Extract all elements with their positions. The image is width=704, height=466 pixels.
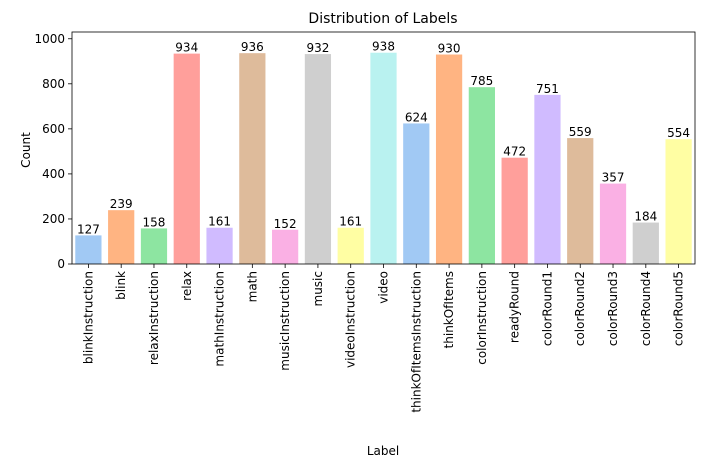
y-tick-label: 200: [42, 212, 65, 226]
bar-value-label: 357: [602, 171, 625, 185]
bar-value-label: 930: [438, 42, 461, 56]
y-axis-label: Count: [19, 132, 33, 168]
bar-math: [239, 53, 266, 264]
bar-value-label: 554: [667, 126, 690, 140]
y-tick-label: 0: [57, 257, 65, 271]
bar-value-label: 624: [405, 110, 428, 124]
x-tick-label: video: [377, 271, 391, 304]
y-tick-label: 1000: [34, 32, 65, 46]
bar-value-label: 161: [208, 215, 231, 229]
x-tick-label: thinkOfItems: [442, 271, 456, 348]
x-tick-label: colorRound2: [573, 271, 587, 346]
x-tick-label: musicInstruction: [278, 271, 292, 371]
bar-colorInstruction: [468, 87, 495, 264]
bars-group: [75, 52, 692, 265]
x-tick-label: colorRound4: [639, 271, 653, 346]
x-tick-label: colorRound5: [672, 271, 686, 346]
x-tick-label: colorRound1: [540, 271, 554, 346]
plot-frame: [71, 31, 696, 265]
bar-value-label: 152: [274, 217, 297, 231]
bar-music: [304, 54, 332, 264]
x-axis-ticks: blinkInstruction blink relaxInstruction rel…: [81, 264, 686, 413]
x-tick-label: colorRound3: [606, 271, 620, 346]
bar-value-label: 472: [503, 145, 526, 159]
x-tick-label: thinkOfItemsInstruction: [409, 271, 423, 413]
bar-videoInstruction: [337, 227, 364, 264]
bar-readyRound: [501, 157, 528, 264]
bar-blinkInstruction: [75, 235, 102, 264]
bar-value-label: 184: [634, 210, 657, 224]
bar-value-label: 934: [175, 41, 198, 55]
bar-colorRound1: [534, 94, 561, 265]
x-tick-label: relaxInstruction: [147, 271, 161, 365]
x-tick-label: colorInstruction: [475, 271, 489, 365]
bar-relax: [173, 53, 200, 264]
x-tick-label: music: [311, 271, 325, 306]
bar-relaxInstruction: [140, 228, 168, 264]
x-tick-label: blink: [114, 271, 128, 300]
bar-value-label: 751: [536, 82, 559, 96]
bar-value-label: 158: [143, 215, 166, 229]
y-axis-ticks: 0 200 400 600 800 1000: [34, 32, 72, 271]
x-tick-label: blinkInstruction: [81, 271, 95, 364]
x-tick-label: mathInstruction: [213, 271, 227, 367]
bar-labels-group: 127 239 158 934 161 936 152 932 161 938 624 930 785 4…: [77, 40, 690, 237]
bar-colorRound4: [632, 222, 659, 264]
bar-value-label: 559: [569, 125, 592, 139]
bar-thinkOfItemsInstruction: [403, 123, 430, 264]
bar-value-label: 161: [339, 215, 362, 229]
bar-value-label: 938: [372, 40, 395, 54]
bar-value-label: 785: [470, 74, 493, 88]
y-tick-label: 600: [42, 122, 65, 136]
bar-colorRound5: [665, 139, 692, 264]
bar-colorRound3: [599, 183, 627, 264]
chart-title: Distribution of Labels: [308, 11, 457, 27]
x-axis-label: Label: [367, 444, 399, 458]
bar-musicInstruction: [272, 229, 299, 264]
bar-mathInstruction: [206, 227, 233, 264]
x-tick-label: math: [245, 271, 259, 302]
bar-value-label: 127: [77, 222, 100, 236]
bar-blink: [108, 210, 135, 264]
x-tick-label: relax: [180, 271, 194, 301]
bar-video: [370, 52, 397, 265]
y-tick-label: 800: [42, 77, 65, 91]
bar-value-label: 932: [306, 41, 329, 55]
bar-value-label: 239: [110, 197, 133, 211]
x-tick-label: readyRound: [508, 271, 522, 343]
bar-value-label: 936: [241, 40, 264, 54]
bar-colorRound2: [567, 138, 594, 264]
y-tick-label: 400: [42, 167, 65, 181]
bar-thinkOfItems: [435, 54, 463, 264]
x-tick-label: videoInstruction: [344, 271, 358, 368]
